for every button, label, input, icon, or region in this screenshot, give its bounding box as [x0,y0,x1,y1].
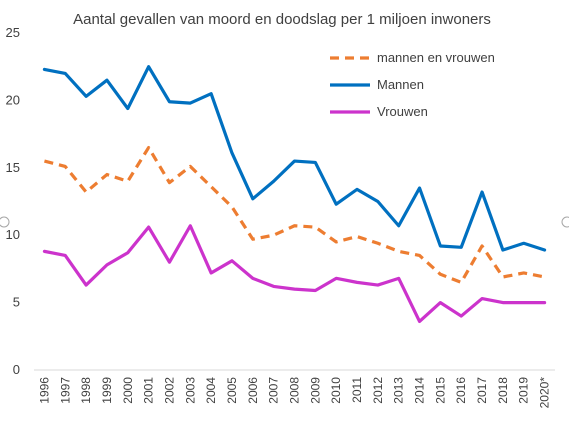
x-tick-label: 2014 [413,377,427,404]
x-tick-label: 2013 [392,377,406,404]
frame-handle-left[interactable] [0,216,10,228]
x-tick-label: 2001 [142,377,156,404]
x-tick-label: 2004 [204,377,218,404]
series-group [42,65,547,324]
y-tick-label: 25 [6,25,20,40]
frame-handle-right[interactable] [561,216,569,228]
x-tick-label: 2000 [121,377,135,404]
y-tick-label: 20 [6,92,20,107]
legend: mannen en vrouwen Mannen Vrouwen [330,50,495,119]
x-tick-label: 1998 [79,377,93,404]
x-tick-label: 2002 [162,377,176,404]
chart-title: Aantal gevallen van moord en doodslag pe… [73,11,491,28]
x-tick-label: 2010 [329,377,343,404]
x-tick-label: 2012 [371,377,385,404]
y-axis: 0 5 10 15 20 25 [6,25,20,377]
x-tick-label: 2015 [433,377,447,404]
x-tick-label: 2020* [538,377,552,409]
y-tick-label: 10 [6,227,20,242]
x-tick-label: 2006 [246,377,260,404]
x-tick-label: 2016 [454,377,468,404]
y-tick-label: 15 [6,160,20,175]
x-tick-label: 2005 [225,377,239,404]
x-tick-label: 2003 [183,377,197,404]
x-tick-label: 1997 [58,377,72,404]
y-tick-label: 0 [13,362,20,377]
series-line-mannen-en-vrouwen [44,145,545,284]
series-line-mannen [42,65,547,252]
series-line-vrouwen [42,224,547,324]
y-tick-label: 5 [13,295,20,310]
x-tick-label: 2009 [308,377,322,404]
legend-label: Mannen [377,77,424,92]
x-tick-label: 2008 [288,377,302,404]
legend-label: Vrouwen [377,104,428,119]
x-axis: 1996 1997 1998 1999 2000 2001 2002 2003 2004 2005… [34,369,555,409]
x-tick-label: 1999 [100,377,114,404]
x-tick-label: 1996 [37,377,51,404]
x-tick-label: 2011 [350,377,364,403]
x-tick-label: 2019 [517,377,531,404]
x-tick-label: 2007 [267,377,281,404]
legend-label: mannen en vrouwen [377,50,495,65]
x-tick-label: 2018 [496,377,510,404]
x-tick-label: 2017 [475,377,489,404]
